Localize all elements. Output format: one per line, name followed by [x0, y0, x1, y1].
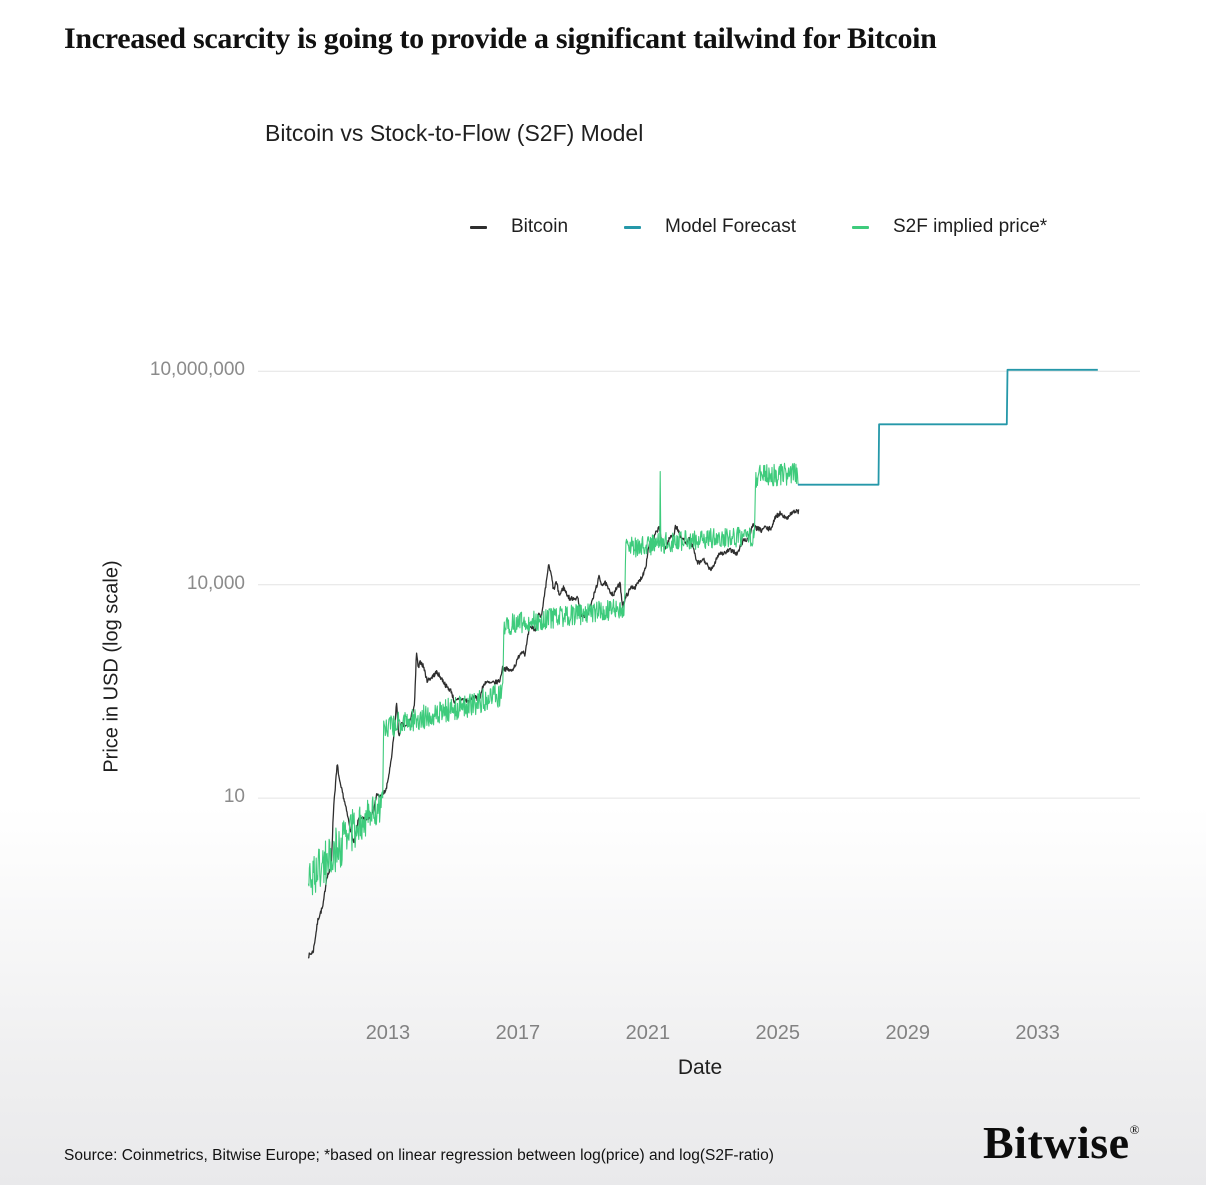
- legend-item-s2f: S2F implied price*: [851, 216, 1048, 238]
- brand-wordmark: Bitwise: [983, 1117, 1130, 1168]
- bitwise-logo: Bitwise®: [983, 1116, 1140, 1169]
- series-s2f-implied-price: [307, 462, 799, 896]
- x-axis-title: Date: [677, 1056, 723, 1079]
- y-tick-label: 10: [223, 786, 245, 808]
- x-tick-label: 2017: [495, 1022, 541, 1044]
- legend-label: S2F implied price*: [892, 216, 1048, 237]
- bitcoin-line-swatch-icon: [470, 225, 487, 229]
- legend-item-bitcoin: Bitcoin: [470, 216, 568, 238]
- series-bitcoin: [307, 508, 800, 959]
- legend-label: Model Forecast: [665, 216, 796, 237]
- s2f-line-swatch-icon: [851, 225, 869, 229]
- x-tick-label: 2025: [755, 1022, 801, 1044]
- plot-area: [258, 350, 1140, 1015]
- s2f-chart-canvas: [258, 368, 1140, 959]
- registered-mark-icon: ®: [1129, 1122, 1140, 1137]
- page-title: Increased scarcity is going to provide a…: [64, 22, 937, 55]
- x-tick-label: 2033: [1015, 1022, 1060, 1044]
- x-tick-label: 2021: [625, 1022, 671, 1044]
- x-tick-label: 2013: [365, 1022, 411, 1044]
- legend-label: Bitcoin: [511, 216, 569, 237]
- x-tick-label: 2029: [885, 1022, 930, 1044]
- chart-title: Bitcoin vs Stock-to-Flow (S2F) Model: [265, 120, 644, 146]
- series-model-forecast: [797, 368, 1098, 486]
- chart-legend: Bitcoin Model Forecast S2F implied price…: [470, 216, 1047, 238]
- forecast-line-swatch-icon: [624, 225, 642, 229]
- source-note: Source: Coinmetrics, Bitwise Europe; *ba…: [64, 1147, 774, 1164]
- y-tick-label: 10,000,000: [149, 359, 245, 381]
- legend-item-model-forecast: Model Forecast: [624, 216, 796, 238]
- y-tick-label: 10,000: [186, 572, 245, 594]
